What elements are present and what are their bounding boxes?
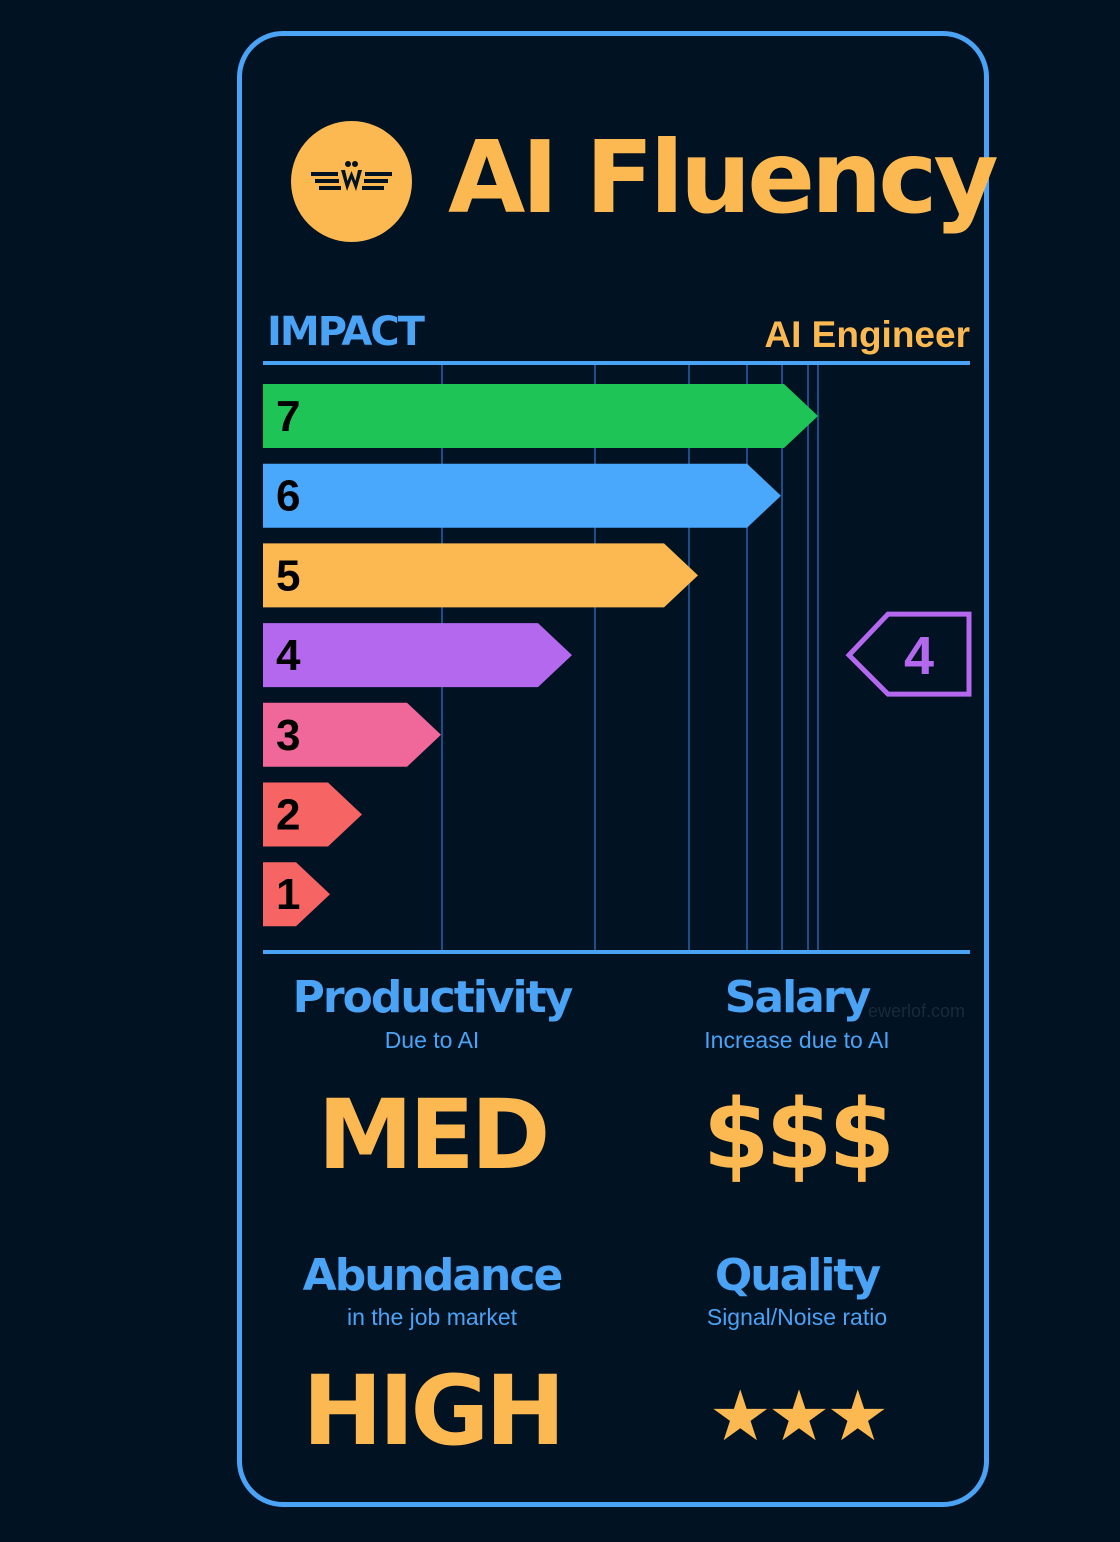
- quality-subtitle: Signal/Noise ratio: [706, 1304, 888, 1330]
- selected-level-marker: 4: [845, 611, 972, 697]
- watermark: ewerlof.com: [868, 1001, 966, 1021]
- bottom-divider: [263, 950, 970, 954]
- bar-label-7: 7: [276, 392, 300, 441]
- top-divider: [263, 361, 970, 365]
- salary-subtitle: Increase due to AI: [704, 1027, 890, 1053]
- abundance-subtitle: in the job market: [346, 1304, 518, 1330]
- impact-label: IMPACT: [267, 309, 425, 355]
- salary-value: $$$: [702, 1079, 895, 1191]
- bar-level-4: [263, 623, 572, 688]
- bar-label-1: 1: [276, 870, 300, 919]
- bar-level-7: [263, 384, 818, 448]
- abundance-value: HIGH: [302, 1355, 565, 1467]
- bar-label-2: 2: [276, 791, 300, 840]
- role-label: AI Engineer: [764, 314, 970, 355]
- quality-title: Quality: [714, 1250, 881, 1301]
- card-frame: [237, 31, 989, 1507]
- productivity-subtitle: Due to AI: [384, 1027, 480, 1053]
- winged-w-logo-icon: [291, 121, 412, 242]
- abundance-title: Abundance: [302, 1250, 564, 1301]
- selected-marker-label: 4: [904, 626, 934, 686]
- bar-level-2: [263, 782, 362, 847]
- bar-level-6: [263, 463, 781, 528]
- chart-bars: 7 6 5 4 3 2 1: [263, 384, 818, 927]
- bar-level-5: [263, 543, 698, 608]
- bar-level-1: [263, 862, 330, 927]
- productivity-value: MED: [317, 1079, 551, 1191]
- salary-title: Salary: [724, 972, 872, 1023]
- productivity-title: Productivity: [292, 972, 574, 1023]
- quality-stars: ★★★: [708, 1375, 889, 1457]
- impact-chart: 7 6 5 4 3 2 1 4: [263, 365, 972, 950]
- bar-label-3: 3: [276, 711, 300, 760]
- page-title: AI Fluency: [448, 119, 999, 236]
- bar-label-5: 5: [276, 551, 300, 600]
- bar-level-3: [263, 702, 441, 767]
- selected-marker-outline: [845, 611, 972, 697]
- bar-label-4: 4: [276, 631, 301, 680]
- bar-label-6: 6: [276, 472, 300, 521]
